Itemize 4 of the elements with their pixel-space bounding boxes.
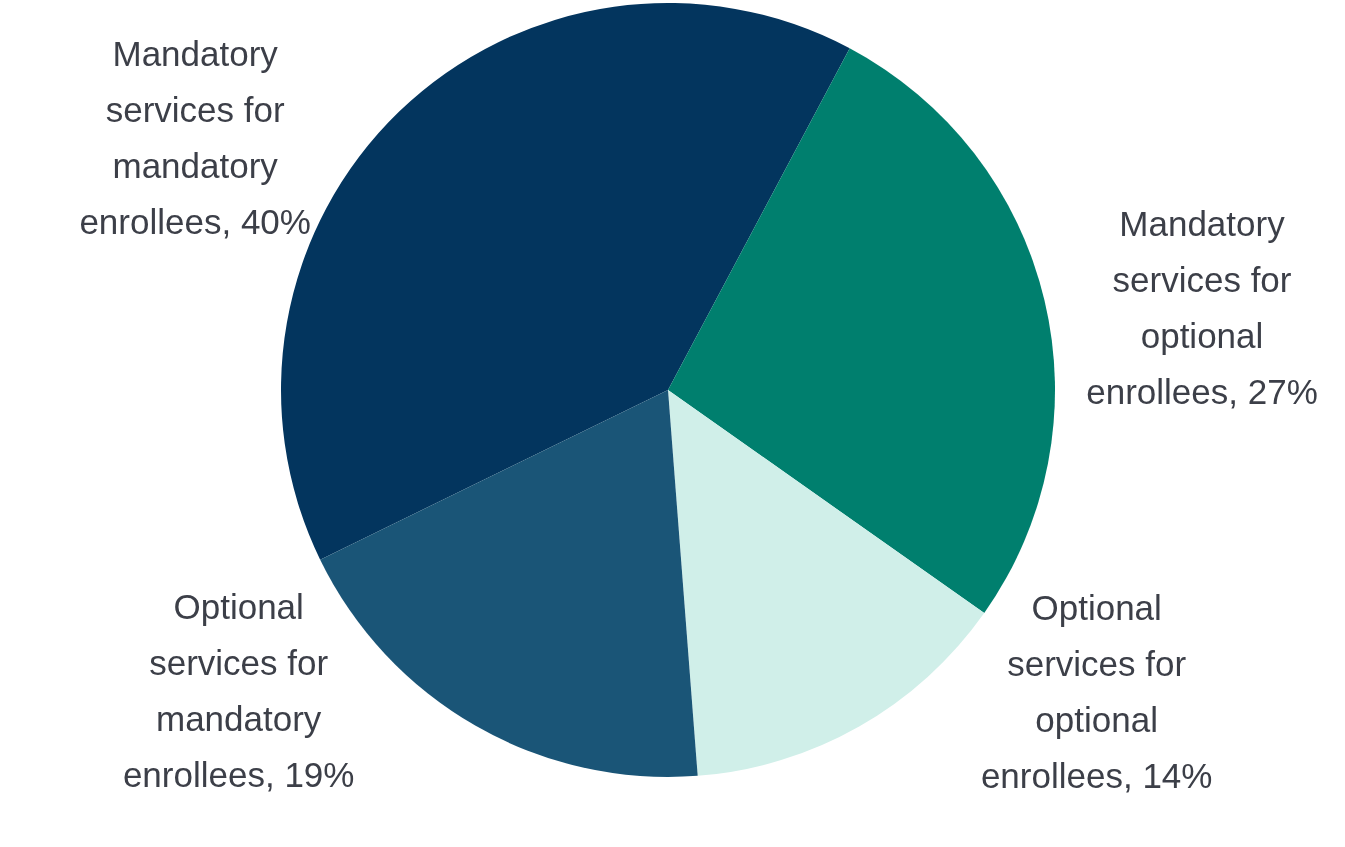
slice-label: Optional services for optional enrollees, 14%	[980, 587, 1213, 795]
slice-label: Mandatory services for mandatory enrollees, 40%	[79, 34, 311, 242]
slice-label: Optional services for mandatory enrollees, 19%	[122, 587, 355, 795]
slice-label: Mandatory services for optional enrollees, 27%	[1086, 204, 1318, 412]
